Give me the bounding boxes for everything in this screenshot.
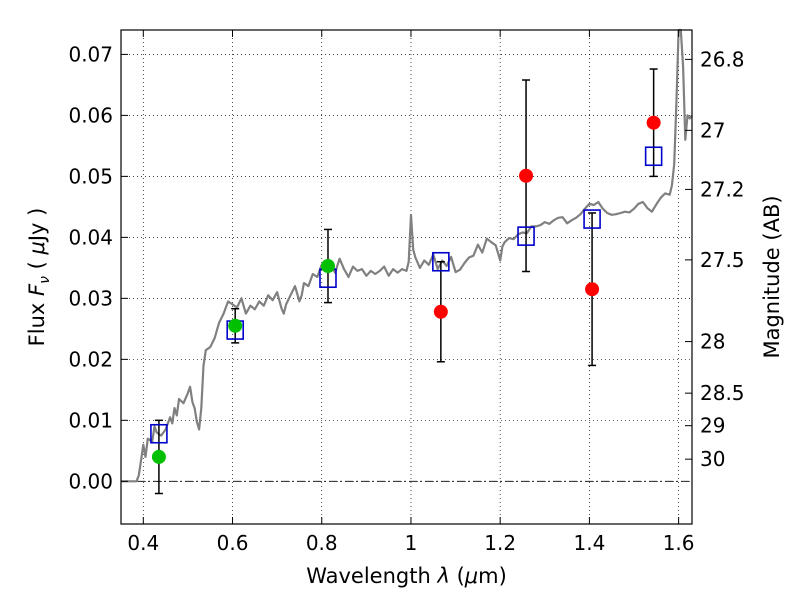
x-tick-label: 0.4 — [127, 531, 159, 555]
y-tick-label: 0.02 — [68, 347, 113, 371]
model-squares-layer — [150, 146, 663, 444]
x-tick-label: 1.2 — [484, 531, 516, 555]
x-tick-label: 0.8 — [306, 531, 338, 555]
magnitude-tick-label: 27 — [700, 118, 725, 142]
observed-points-layer — [151, 115, 661, 464]
grid-layer — [121, 30, 692, 524]
model-flux-square — [150, 423, 168, 444]
sed-template-line — [121, 28, 693, 483]
observed-flux-point — [320, 259, 335, 274]
observed-flux-point — [519, 168, 534, 183]
sed-layer — [121, 28, 693, 483]
magnitude-tick-label: 28.5 — [700, 381, 745, 405]
x-tick-label: 0.6 — [217, 531, 249, 555]
magnitude-tick-label: 28 — [700, 330, 725, 354]
y-tick-label: 0.01 — [68, 408, 113, 432]
x-tick-label: 1.6 — [663, 531, 695, 555]
model-flux-square — [517, 226, 535, 246]
magnitude-tick-label: 29 — [700, 414, 725, 438]
model-flux-square — [583, 209, 601, 229]
observed-flux-point — [585, 282, 600, 297]
observed-flux-point — [433, 304, 448, 319]
y-tick-label: 0.03 — [68, 286, 113, 310]
magnitude-axis-label: Magnitude (AB) — [760, 195, 784, 358]
observed-flux-point — [151, 449, 166, 464]
y-tick-label: 0.07 — [68, 42, 113, 66]
x-axis-label: Wavelength λ (μm) — [306, 564, 507, 588]
magnitude-tick-label: 26.8 — [700, 47, 745, 71]
model-flux-square — [432, 251, 450, 272]
x-tick-label: 1 — [405, 531, 418, 555]
magnitude-tick-label: 27.5 — [700, 248, 745, 272]
plot-frame — [120, 29, 693, 525]
y-tick-label: 0.00 — [68, 469, 113, 493]
y-tick-label: 0.04 — [68, 225, 113, 249]
tick-labels-layer: 0.4 0.6 0.8 1 1.2 1.4 1.6 0.00 0.01 0.02 0.03 0.04 0… — [68, 42, 744, 555]
tick-marks-layer — [121, 30, 692, 524]
x-tick-label: 1.4 — [573, 531, 605, 555]
error-bars-layer — [154, 68, 658, 495]
observed-flux-point — [228, 318, 243, 333]
magnitude-tick-label: 27.2 — [700, 177, 745, 201]
y-axis-label: Flux Fν ( μJy ) — [25, 208, 53, 347]
observed-flux-point — [646, 115, 661, 130]
magnitude-tick-label: 30 — [700, 447, 725, 471]
model-flux-square — [644, 146, 663, 167]
y-tick-label: 0.05 — [68, 164, 113, 188]
y-tick-label: 0.06 — [68, 103, 113, 127]
